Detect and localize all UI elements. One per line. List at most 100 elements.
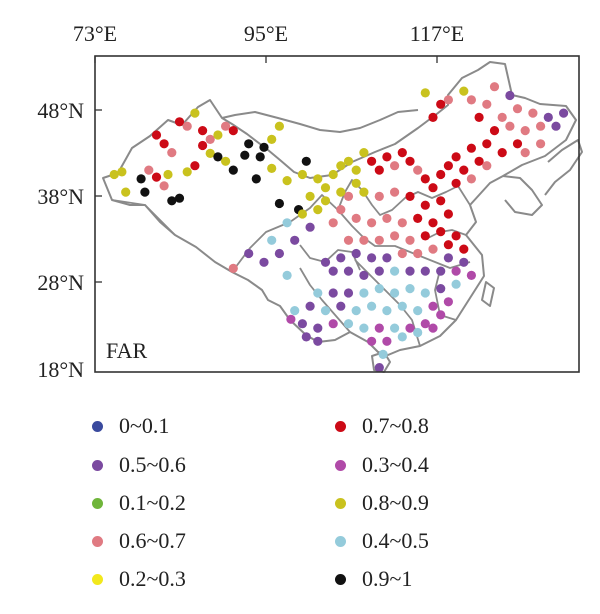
station-point xyxy=(274,248,284,259)
china-outline xyxy=(102,61,577,356)
station-point xyxy=(367,253,377,263)
station-point xyxy=(313,205,323,215)
legend-swatch xyxy=(335,573,346,585)
station-point xyxy=(267,134,277,144)
legend-label: 0.9~1 xyxy=(362,566,413,591)
station-point xyxy=(305,301,315,311)
legend-label: 0.7~0.8 xyxy=(362,413,429,438)
station-point xyxy=(443,253,453,263)
station-point xyxy=(397,248,407,259)
station-point xyxy=(459,244,469,254)
station-point xyxy=(382,253,392,263)
station-point xyxy=(382,336,392,346)
station-point xyxy=(159,139,169,149)
station-point xyxy=(378,349,388,359)
station-point xyxy=(282,218,292,228)
station-point xyxy=(413,213,423,223)
station-point xyxy=(320,257,331,267)
station-point xyxy=(274,198,284,209)
station-point xyxy=(443,297,453,307)
station-point xyxy=(328,288,338,298)
station-point xyxy=(459,86,469,96)
station-point xyxy=(359,288,369,298)
station-point xyxy=(359,270,369,280)
station-point xyxy=(151,130,162,140)
station-point xyxy=(397,148,407,158)
station-point xyxy=(520,148,530,158)
legend-swatch xyxy=(92,459,103,471)
station-point xyxy=(443,95,453,105)
station-point xyxy=(428,323,438,333)
station-point xyxy=(198,140,208,151)
country-borders xyxy=(102,61,583,373)
station-point xyxy=(343,191,354,201)
station-point xyxy=(466,143,476,153)
legend-item: 0.5~0.6 xyxy=(92,450,186,480)
station-point xyxy=(451,266,461,276)
station-point xyxy=(359,187,369,197)
legend-label: 0.6~0.7 xyxy=(119,528,186,553)
station-point xyxy=(543,112,553,122)
station-point xyxy=(451,231,461,241)
station-point xyxy=(359,148,369,158)
station-point xyxy=(382,213,392,223)
station-point xyxy=(413,248,423,259)
station-point xyxy=(436,169,446,180)
station-point xyxy=(255,152,265,162)
station-point xyxy=(351,165,361,175)
station-point xyxy=(167,148,177,158)
station-point xyxy=(305,191,315,201)
station-point xyxy=(221,156,231,166)
station-point xyxy=(505,90,515,101)
station-point xyxy=(390,161,400,171)
legend-label: 0.1~0.2 xyxy=(119,490,186,515)
legend-label: 0.5~0.6 xyxy=(119,452,186,477)
legend-swatch xyxy=(92,497,103,509)
station-point xyxy=(489,82,500,92)
station-point xyxy=(301,332,311,342)
station-point xyxy=(328,218,338,228)
station-point xyxy=(351,306,361,316)
station-point xyxy=(343,156,354,166)
station-point xyxy=(436,266,446,276)
station-point xyxy=(405,284,415,294)
station-point xyxy=(190,108,200,118)
station-point xyxy=(367,336,377,346)
station-point xyxy=(313,336,323,346)
station-point xyxy=(420,319,430,329)
station-point xyxy=(428,301,438,311)
station-point xyxy=(305,222,315,232)
station-point xyxy=(420,174,430,184)
station-point xyxy=(420,88,430,98)
province-borders xyxy=(111,179,471,347)
legend-item: 0.8~0.9 xyxy=(335,488,429,518)
station-point xyxy=(520,126,530,136)
legend-swatch xyxy=(335,535,346,547)
station-point xyxy=(343,288,354,298)
station-point xyxy=(420,266,430,276)
station-point xyxy=(190,161,200,171)
station-point xyxy=(390,266,400,276)
station-point xyxy=(297,169,307,180)
station-point xyxy=(159,181,169,191)
station-point xyxy=(286,314,296,324)
legend-item: 0.2~0.3 xyxy=(92,564,186,594)
station-point xyxy=(351,213,361,223)
station-point xyxy=(551,121,561,131)
station-point xyxy=(140,187,150,197)
station-point xyxy=(228,263,238,273)
station-point xyxy=(382,152,392,162)
station-dots xyxy=(109,82,569,373)
panel-label: FAR xyxy=(106,338,147,363)
station-point xyxy=(374,235,384,245)
station-point xyxy=(436,227,446,237)
station-point xyxy=(497,112,507,122)
station-point xyxy=(343,319,354,329)
station-point xyxy=(198,126,208,136)
station-point xyxy=(536,121,546,131)
station-point xyxy=(313,323,323,333)
station-point xyxy=(489,126,500,136)
station-point xyxy=(405,156,415,166)
legend: 0~0.1 0.7~0.8 0.5~0.6 0.3~0.4 0.1~0.2 0.… xyxy=(92,408,512,608)
station-point xyxy=(482,161,492,171)
